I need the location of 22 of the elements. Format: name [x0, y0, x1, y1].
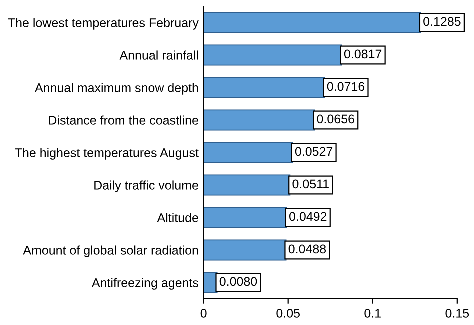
x-tick-label: 0.1	[364, 309, 381, 318]
data-label: 0.1285	[424, 17, 461, 26]
y-tick-label: The highest temperatures August	[15, 148, 199, 160]
y-tick-label: Annual rainfall	[120, 50, 198, 60]
data-label: 0.0817	[344, 50, 382, 59]
y-tick-label: Daily traffic volume	[94, 180, 198, 192]
data-label: 0.0716	[327, 82, 365, 92]
y-tick-label: The lowest temperatures February	[8, 18, 199, 30]
y-tick-label: Antifreezing agents	[92, 278, 199, 290]
y-tick-label: Altitude	[157, 213, 198, 222]
data-label: 0.0080	[220, 277, 258, 286]
data-label: 0.0656	[317, 114, 354, 124]
x-tick-label: 0	[200, 309, 207, 318]
data-label: 0.0527	[295, 147, 333, 156]
data-label: 0.0488	[288, 244, 326, 254]
y-tick-label: Annual maximum snow depth	[35, 83, 198, 95]
x-tick-label: 0.15	[446, 309, 470, 318]
x-tick-label: 0.05	[276, 309, 300, 318]
data-label: 0.0511	[292, 180, 329, 189]
y-tick-label: Amount of global solar radiation	[23, 246, 198, 258]
data-label: 0.0492	[290, 212, 327, 222]
y-tick-label: Distance from the coastline	[49, 116, 198, 125]
